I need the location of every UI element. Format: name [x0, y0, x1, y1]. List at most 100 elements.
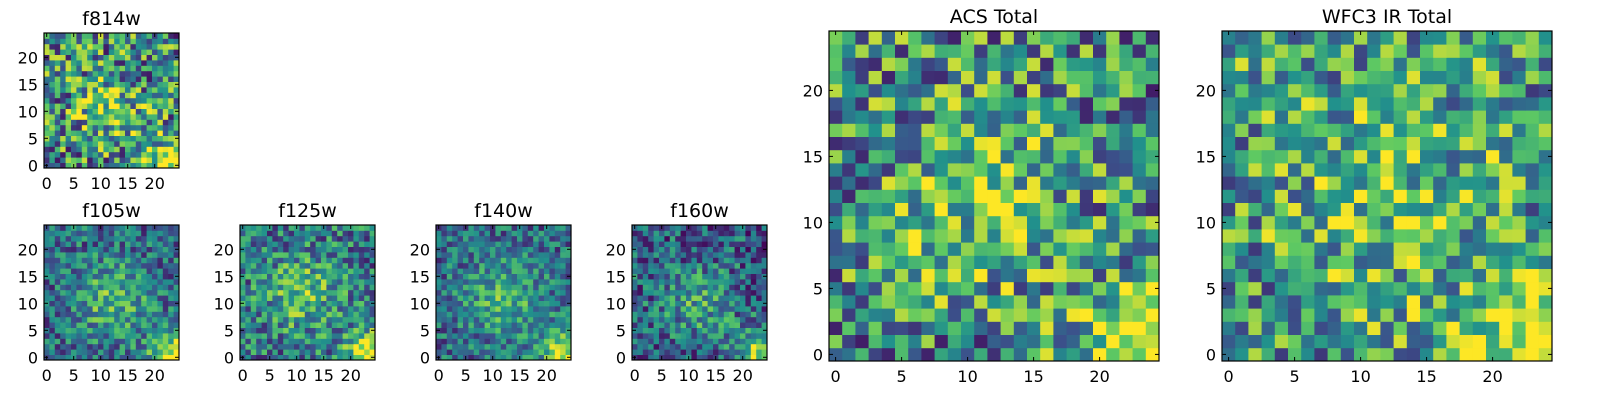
heatmap-cell [1288, 70, 1302, 85]
heatmap-cell [92, 268, 99, 274]
heatmap-cell [119, 257, 126, 264]
heatmap-cell [152, 235, 158, 242]
heatmap-cell [1000, 123, 1015, 137]
heatmap-cell [538, 300, 545, 307]
heatmap-cell [1499, 136, 1513, 151]
heatmap-cell [152, 146, 158, 153]
x-tick-label: 15 [118, 174, 138, 193]
heatmap-cell [1420, 215, 1434, 230]
heatmap-cell [348, 349, 354, 355]
heatmap-cell [1079, 83, 1094, 98]
heatmap-cell [895, 163, 909, 177]
heatmap-cell [740, 246, 746, 253]
heatmap-cell [157, 97, 164, 104]
heatmap-cell [103, 103, 110, 109]
heatmap-cell [1248, 295, 1262, 309]
heatmap-cell [908, 242, 922, 256]
heatmap-cell [436, 349, 442, 355]
heatmap-cell [119, 103, 126, 109]
heatmap-cell [168, 349, 174, 355]
heatmap-cell [868, 70, 883, 85]
heatmap-cell [162, 225, 169, 231]
heatmap-cell [76, 87, 83, 93]
heatmap-cell [1538, 163, 1553, 177]
heatmap-cell [1288, 123, 1302, 137]
heatmap-cell [125, 81, 131, 88]
heatmap-cell [1525, 308, 1540, 322]
x-tick-label: 15 [706, 366, 726, 385]
heatmap-cell [1288, 268, 1302, 283]
heatmap-cell [538, 322, 545, 328]
heatmap-cell [1040, 202, 1054, 217]
heatmap-cell [299, 262, 306, 269]
heatmap-cell [1538, 321, 1553, 335]
heatmap-cell [130, 333, 137, 339]
heatmap-cell [92, 289, 99, 296]
heatmap-cell [71, 119, 77, 126]
heatmap-cell [632, 316, 638, 323]
heatmap-cell [71, 306, 77, 312]
heatmap-cell [114, 333, 120, 339]
heatmap-cell [1093, 202, 1107, 217]
heatmap-cell [1446, 31, 1460, 45]
heatmap-cell [60, 119, 66, 126]
heatmap-cell [1079, 70, 1094, 85]
heatmap-cell [49, 235, 56, 242]
heatmap-cell [54, 162, 61, 169]
heatmap-cell [1354, 176, 1368, 190]
heatmap-cell [881, 163, 896, 177]
heatmap-cell [1066, 202, 1081, 217]
heatmap-cell [680, 311, 687, 318]
heatmap-cell [321, 268, 327, 274]
heatmap-cell [1093, 189, 1107, 203]
heatmap-cell [554, 322, 561, 328]
heatmap-cell [868, 83, 883, 98]
heatmap-cell [1446, 229, 1460, 243]
heatmap-cell [881, 189, 896, 203]
heatmap-cell [974, 123, 988, 137]
heatmap-cell [829, 70, 843, 85]
heatmap-cell [146, 65, 153, 72]
heatmap-cell [272, 343, 279, 350]
heatmap-cell [152, 343, 158, 350]
heatmap-cell [549, 257, 556, 264]
heatmap-cell [632, 311, 638, 318]
heatmap-cell [315, 300, 322, 307]
heatmap-cell [506, 246, 512, 253]
heatmap-cell [119, 252, 126, 258]
heatmap-cell [1066, 347, 1081, 362]
heatmap-cell [1393, 110, 1408, 124]
heatmap-cell [1499, 31, 1513, 45]
heatmap-cell [1066, 110, 1081, 124]
heatmap-cell [1499, 215, 1513, 230]
heatmap-cell [560, 300, 566, 307]
heatmap-cell [1380, 202, 1394, 217]
heatmap-cell [1248, 31, 1262, 45]
heatmap-cell [256, 284, 262, 291]
heatmap-cell [310, 300, 316, 307]
heatmap-cell [108, 97, 115, 104]
heatmap-cell [756, 322, 762, 328]
heatmap-cell [256, 300, 262, 307]
heatmap-cell [533, 338, 539, 345]
heatmap-cell [718, 235, 725, 242]
heatmap-cell [135, 333, 142, 339]
heatmap-cell [71, 60, 77, 66]
heatmap-cell [49, 151, 56, 158]
heatmap-cell [304, 338, 311, 345]
heatmap-cell [457, 235, 464, 242]
heatmap-cell [261, 241, 268, 247]
heatmap-cell [1145, 57, 1160, 71]
heatmap-cell [369, 306, 376, 312]
heatmap-cell [565, 230, 572, 237]
heatmap-cell [895, 255, 909, 269]
heatmap-cell [1327, 44, 1342, 58]
heatmap-cell [463, 311, 469, 318]
heatmap-cell [538, 246, 545, 253]
heatmap-cell [495, 349, 502, 355]
heatmap-cell [162, 343, 169, 350]
heatmap-cell [740, 333, 746, 339]
heatmap-cell [538, 311, 545, 318]
heatmap-cell [71, 76, 77, 82]
heatmap-cell [756, 295, 762, 301]
